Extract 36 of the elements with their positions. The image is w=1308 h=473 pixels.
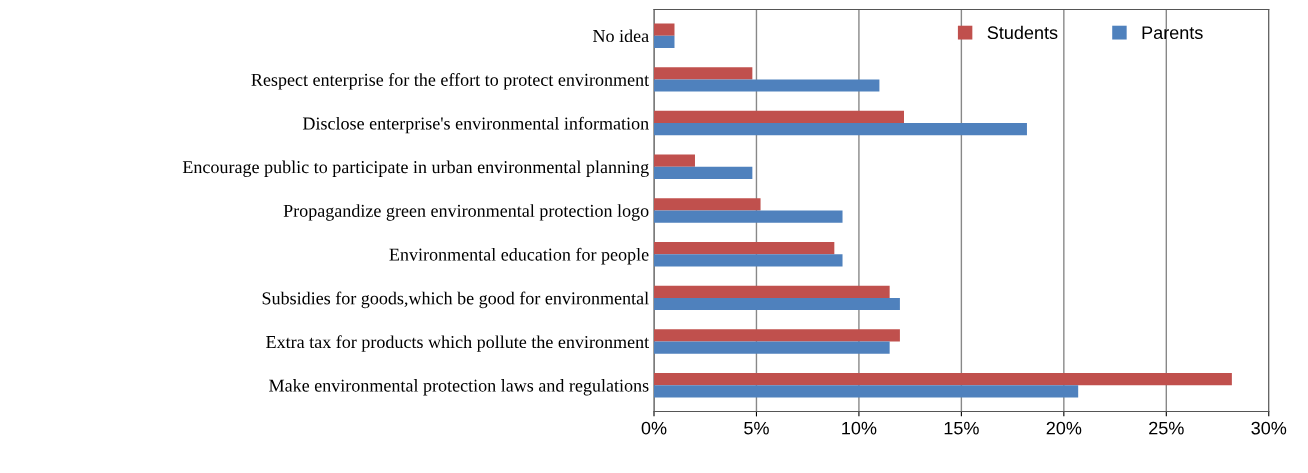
y-tick-label: Encourage public to participate in urban environmental planning [182,160,649,177]
x-tick-label: 20% [1046,421,1082,435]
legend-label: Parents [1142,26,1203,40]
bar [654,329,900,342]
y-tick-label: No idea [593,29,649,43]
x-tick-label: 30% [1251,421,1287,435]
y-tick-label: Propagandize green environmental protection logo [283,204,649,221]
bar [654,297,900,311]
y-tick-label: Environmental education for people [389,247,649,265]
x-tick-label: 10% [842,421,877,435]
x-tick-label: 15% [944,421,979,435]
bar [654,23,675,36]
bar [654,373,1232,386]
bar [654,385,1079,398]
bar [654,341,890,354]
bar [654,35,675,48]
y-tick-label: Extra tax for products which pollute the environment [266,335,650,352]
bar [654,241,835,255]
bar [654,166,753,180]
bar [654,154,695,167]
bar [654,210,843,223]
y-tick-label: Respect enterprise for the effort to protect environment [251,73,650,90]
y-tick-label: Make environmental protection laws and regulations [269,379,649,396]
legend-label: Students [987,25,1058,40]
x-tick-label: 0% [641,421,667,435]
y-tick-label: Disclose enterprise's environmental information [302,116,649,134]
y-tick-label: Subsidies for goods,which be good for environmental [262,291,649,309]
bar [654,254,843,267]
bar [654,198,761,211]
x-tick-label: 25% [1149,421,1184,435]
bar [654,123,1027,136]
bar [654,67,753,80]
bar [654,110,904,124]
bar [654,79,880,92]
x-tick-label: 5% [744,421,769,435]
bar [654,285,890,298]
